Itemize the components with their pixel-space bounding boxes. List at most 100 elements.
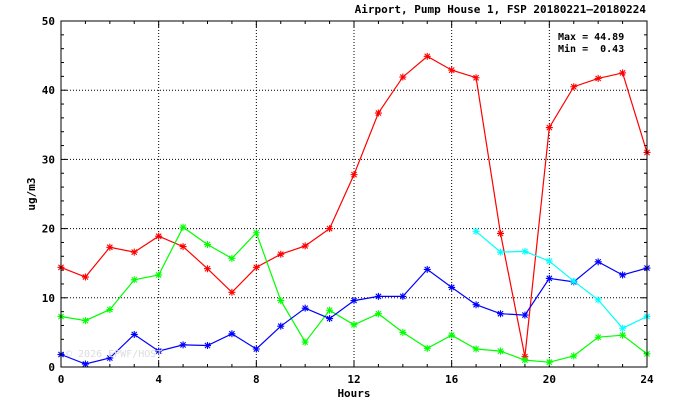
data-point-marker <box>155 271 163 279</box>
x-tick-label: 4 <box>155 373 162 386</box>
data-point-marker <box>570 83 578 91</box>
data-point-marker <box>179 341 187 349</box>
y-tick-label: 40 <box>42 84 55 97</box>
y-axis-label: ug/m3 <box>25 177 38 210</box>
data-point-marker <box>497 310 504 318</box>
y-tick-labels: 0 10 20 30 40 50 <box>42 15 55 374</box>
data-point-marker <box>106 306 114 314</box>
x-tick-label: 16 <box>445 373 459 386</box>
data-point-marker <box>399 292 407 300</box>
y-tick-label: 50 <box>42 15 55 28</box>
data-point-marker <box>472 74 480 82</box>
data-point-marker <box>594 74 602 82</box>
x-tick-label: 24 <box>640 373 654 386</box>
data-point-marker <box>106 354 114 362</box>
data-point-marker <box>326 225 334 233</box>
data-point-marker <box>521 247 529 255</box>
series-2 <box>57 258 651 368</box>
data-point-marker <box>521 356 529 364</box>
data-point-marker <box>545 274 553 282</box>
data-point-marker <box>204 342 211 350</box>
data-point-marker <box>497 347 504 355</box>
stats-min: Min = 0.43 <box>558 43 624 55</box>
data-point-marker <box>423 344 431 352</box>
x-tick-label: 12 <box>347 373 360 386</box>
data-point-marker <box>594 296 602 304</box>
x-tick-labels: 0 4 8 12 16 20 24 <box>58 373 654 386</box>
data-point-marker <box>81 360 89 368</box>
data-point-marker <box>228 330 236 338</box>
y-tick-label: 30 <box>42 153 55 166</box>
data-point-marker <box>545 358 553 366</box>
grid <box>61 21 647 367</box>
data-point-marker <box>301 242 309 250</box>
data-point-marker <box>521 311 529 319</box>
y-tick-label: 0 <box>48 361 55 374</box>
data-point-marker <box>204 241 211 249</box>
data-point-marker <box>301 304 309 312</box>
data-point-marker <box>399 328 407 336</box>
data-point-marker <box>472 227 480 235</box>
data-point-marker <box>350 321 358 329</box>
watermark: © 2026 EPWF/HOST <box>66 349 162 360</box>
data-point-marker <box>448 331 456 339</box>
data-point-marker <box>497 229 504 237</box>
chart-title: Airport, Pump House 1, FSP 20180221–2018… <box>355 3 647 16</box>
data-point-marker <box>130 276 138 284</box>
data-point-marker <box>423 265 431 273</box>
data-point-marker <box>448 66 456 74</box>
data-point-marker <box>619 331 627 339</box>
data-point-marker <box>204 265 211 273</box>
data-point-marker <box>545 124 553 132</box>
series-line <box>475 230 648 329</box>
data-point-marker <box>350 171 358 179</box>
x-tick-label: 0 <box>58 373 65 386</box>
series-1 <box>57 223 651 366</box>
data-point-marker <box>619 271 627 279</box>
data-point-marker <box>155 347 163 355</box>
stats-max: Max = 44.89 <box>558 32 624 43</box>
data-point-marker <box>228 288 236 296</box>
data-point-marker <box>155 232 163 240</box>
data-point-marker <box>423 52 431 60</box>
data-point-marker <box>277 297 285 305</box>
data-point-marker <box>179 223 187 231</box>
x-tick-label: 20 <box>543 373 556 386</box>
data-point-marker <box>130 248 138 256</box>
data-point-marker <box>179 243 187 251</box>
y-tick-label: 20 <box>42 223 55 236</box>
data-point-marker <box>399 73 407 81</box>
data-point-marker <box>81 273 89 281</box>
data-point-marker <box>472 345 480 353</box>
data-point-marker <box>594 258 602 266</box>
data-point-marker <box>570 277 578 285</box>
data-point-marker <box>594 333 602 341</box>
data-point-marker <box>374 292 382 300</box>
data-point-marker <box>252 229 260 237</box>
data-point-marker <box>374 310 382 318</box>
plot-frame <box>60 20 648 368</box>
data-point-marker <box>301 338 309 346</box>
data-point-marker <box>326 306 334 314</box>
data-point-marker <box>472 301 480 309</box>
data-point-marker <box>252 263 260 271</box>
series-layer <box>57 52 651 368</box>
x-axis-label: Hours <box>337 387 370 400</box>
data-point-marker <box>619 324 627 332</box>
data-point-marker <box>277 250 285 258</box>
data-point-marker <box>228 254 236 262</box>
data-point-marker <box>326 315 334 323</box>
data-point-marker <box>545 257 553 265</box>
data-point-marker <box>619 69 627 77</box>
data-point-marker <box>570 352 578 360</box>
data-point-marker <box>106 243 114 251</box>
data-point-marker <box>497 248 504 256</box>
x-tick-label: 8 <box>253 373 260 386</box>
data-point-marker <box>252 345 260 353</box>
data-point-marker <box>277 322 285 330</box>
data-point-marker <box>374 109 382 117</box>
y-tick-label: 10 <box>42 292 55 305</box>
data-point-marker <box>81 317 89 325</box>
series-3 <box>472 227 651 332</box>
